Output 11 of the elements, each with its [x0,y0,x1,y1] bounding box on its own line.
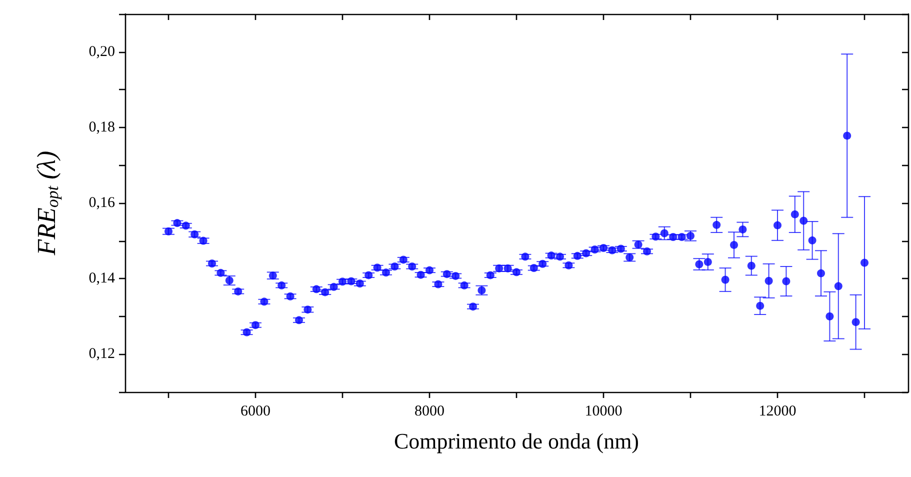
x-tick-label: 6000 [240,404,270,420]
y-tick-label: 0,16 [88,195,116,211]
x-axis-title: Comprimento de onda (nm) [394,428,640,454]
y-tick-label: 0,14 [88,270,116,287]
y-tick-label: 0,12 [88,346,115,362]
x-tick-label: 12000 [758,404,796,420]
y-tick-label: 0,20 [88,44,115,60]
x-tick-label: 10000 [584,404,622,420]
x-tick-label: 8000 [414,404,444,420]
y-tick-label: 0,18 [88,119,115,136]
y-axis-title: FREopt (λ) [32,150,62,256]
